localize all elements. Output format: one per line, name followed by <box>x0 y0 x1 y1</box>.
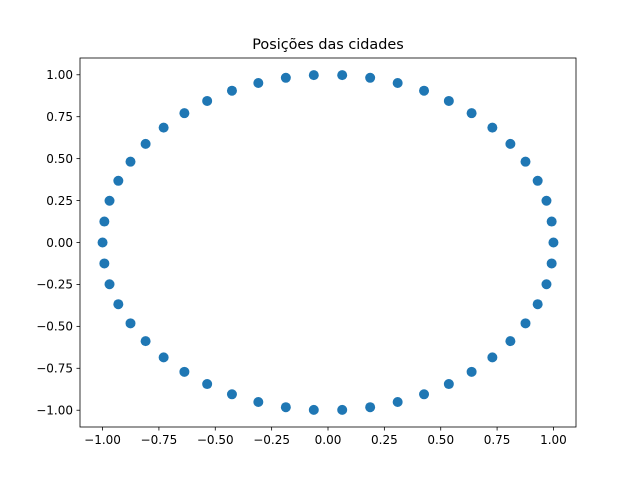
data-point <box>541 195 552 206</box>
x-tick-label: −0.50 <box>197 433 234 447</box>
data-point <box>158 352 169 363</box>
data-point <box>140 138 151 149</box>
x-tick-label: 0.75 <box>484 433 511 447</box>
data-point <box>419 85 430 96</box>
data-point <box>365 402 376 413</box>
data-point <box>125 156 136 167</box>
data-point <box>202 95 213 106</box>
data-point <box>104 279 115 290</box>
y-tick-label: 0.00 <box>46 236 73 250</box>
data-point <box>226 85 237 96</box>
data-point <box>99 258 110 269</box>
data-point <box>337 404 348 415</box>
plot-frame <box>79 57 577 428</box>
data-point <box>113 299 124 310</box>
data-point <box>532 299 543 310</box>
y-tick-label: −0.25 <box>36 278 73 292</box>
x-tick-label: 0.25 <box>371 433 398 447</box>
data-point <box>443 379 454 390</box>
data-point <box>365 72 376 83</box>
data-point <box>541 279 552 290</box>
data-point <box>466 366 477 377</box>
chart-title: Posições das cidades <box>252 37 403 53</box>
x-tick-label: 1.00 <box>540 433 567 447</box>
data-point <box>520 156 531 167</box>
data-point <box>226 389 237 400</box>
data-point <box>140 336 151 347</box>
data-point <box>99 216 110 227</box>
data-point <box>158 122 169 133</box>
data-point <box>546 216 557 227</box>
data-point <box>104 195 115 206</box>
x-tick-label: 0.50 <box>427 433 454 447</box>
data-point <box>419 389 430 400</box>
data-point <box>125 318 136 329</box>
x-tick-label: −0.25 <box>253 433 290 447</box>
data-point <box>337 70 348 81</box>
data-point <box>392 397 403 408</box>
y-axis-ticks: −1.00 −0.75 −0.50 −0.25 0.00 0.25 0.50 0.75 1.00 <box>36 68 80 418</box>
y-tick-label: −0.75 <box>36 362 73 376</box>
data-point <box>113 175 124 186</box>
x-tick-label: −1.00 <box>84 433 121 447</box>
x-axis-ticks: −1.00 −0.75 −0.50 −0.25 0.00 0.25 0.50 0.75 1.00 <box>84 427 567 447</box>
x-tick-label: −0.75 <box>141 433 178 447</box>
data-point <box>253 397 264 408</box>
data-point <box>546 258 557 269</box>
data-point <box>392 77 403 88</box>
y-tick-label: 0.75 <box>46 110 73 124</box>
y-tick-label: 1.00 <box>46 68 73 82</box>
data-point <box>280 402 291 413</box>
data-point <box>253 77 264 88</box>
y-tick-label: −0.50 <box>36 320 73 334</box>
points-layer <box>97 70 559 415</box>
data-point <box>179 108 190 119</box>
data-point <box>487 352 498 363</box>
data-point <box>505 336 516 347</box>
data-point <box>466 108 477 119</box>
data-point <box>532 175 543 186</box>
data-point <box>308 70 319 81</box>
data-point <box>520 318 531 329</box>
data-point <box>487 122 498 133</box>
data-point <box>548 237 559 248</box>
data-point <box>202 379 213 390</box>
data-point <box>179 366 190 377</box>
y-tick-label: 0.50 <box>46 152 73 166</box>
data-point <box>97 237 108 248</box>
data-point <box>280 72 291 83</box>
data-point <box>308 404 319 415</box>
y-tick-label: 0.25 <box>46 194 73 208</box>
data-point <box>505 138 516 149</box>
x-tick-label: 0.00 <box>315 433 342 447</box>
data-point <box>443 95 454 106</box>
y-tick-label: −1.00 <box>36 404 73 418</box>
